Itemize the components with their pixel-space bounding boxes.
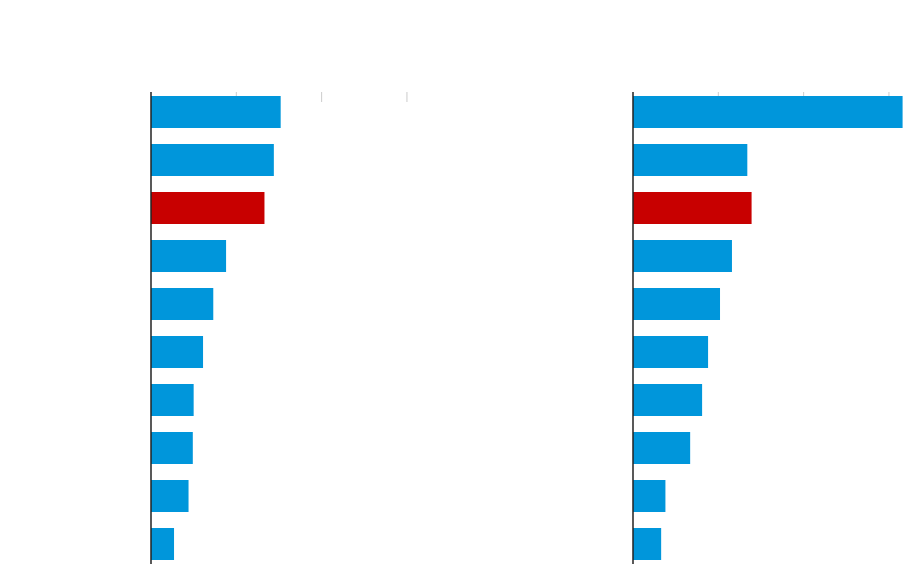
bar [633,480,666,512]
bar [633,432,691,464]
bar [151,480,189,512]
bar [633,192,752,224]
bar [151,384,194,416]
bar [151,240,227,272]
bar [633,96,903,128]
bar [633,336,709,368]
bar [151,336,204,368]
bar [633,288,721,320]
bar [151,288,214,320]
bar [151,528,175,560]
bar [151,144,274,176]
bar [151,192,265,224]
bar [633,384,703,416]
bar [151,432,193,464]
bar [151,96,281,128]
bar [633,240,732,272]
bar [633,144,748,176]
bar [633,528,662,560]
